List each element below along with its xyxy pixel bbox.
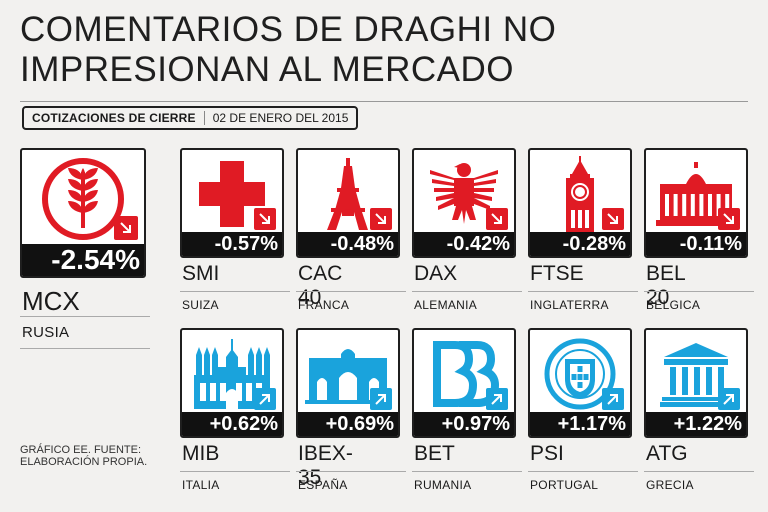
card-divider (528, 291, 638, 292)
index-card-box: -2.54% (20, 148, 146, 278)
greek-temple-icon (646, 330, 746, 418)
country-name: PORTUGAL (530, 478, 599, 492)
change-value: +0.62% (182, 412, 282, 436)
index-name: FTSE (530, 262, 584, 285)
change-value: +0.97% (414, 412, 514, 436)
arrow-down-icon (486, 208, 508, 230)
card-divider-bottom (20, 348, 150, 349)
index-card-box: -0.48% (296, 148, 400, 258)
arrow-up-icon (718, 388, 740, 410)
index-card-box: +0.62% (180, 328, 284, 438)
country-name: INGLATERRA (530, 298, 609, 312)
card-divider (528, 471, 638, 472)
card-divider (644, 291, 754, 292)
title-divider (20, 101, 748, 102)
country-name: RUSIA (22, 324, 70, 341)
index-card-box: -0.11% (644, 148, 748, 258)
index-name: DAX (414, 262, 458, 285)
palace-icon (646, 150, 746, 238)
change-value: -0.42% (414, 232, 514, 256)
index-name: MIB (182, 442, 220, 465)
index-name: SMI (182, 262, 220, 285)
index-name: ATG (646, 442, 688, 465)
card-divider (180, 471, 290, 472)
index-card-box: +0.97% (412, 328, 516, 438)
change-value: -0.48% (298, 232, 398, 256)
change-value: -2.54% (22, 244, 144, 276)
subheader-label: COTIZACIONES DE CIERRE (32, 111, 196, 125)
country-name: RUMANIA (414, 478, 472, 492)
index-card-box: +1.17% (528, 328, 632, 438)
card-divider (180, 291, 290, 292)
country-name: ESPAÑA (298, 478, 348, 492)
country-name: FRANCA (298, 298, 350, 312)
milan-cathedral-icon (182, 330, 282, 418)
arrow-down-icon (602, 208, 624, 230)
card-divider (412, 291, 522, 292)
index-name: BET (414, 442, 455, 465)
big-ben-icon (530, 150, 630, 238)
subheader-separator (203, 111, 205, 125)
change-value: +1.22% (646, 412, 746, 436)
country-name: GRECIA (646, 478, 694, 492)
country-name: BÉLGICA (646, 298, 701, 312)
card-divider (296, 291, 406, 292)
index-card-box: +1.22% (644, 328, 748, 438)
page-title: COMENTARIOS DE DRAGHI NO IMPRESIONAN AL … (20, 10, 557, 89)
change-value: -0.11% (646, 232, 746, 256)
country-name: ALEMANIA (414, 298, 478, 312)
card-divider (20, 316, 150, 317)
arrow-up-icon (370, 388, 392, 410)
change-value: -0.57% (182, 232, 282, 256)
change-value: -0.28% (530, 232, 630, 256)
subheader: COTIZACIONES DE CIERRE 02 DE ENERO DEL 2… (22, 106, 359, 130)
index-name: PSI (530, 442, 564, 465)
index-name: MCX (22, 286, 80, 316)
index-card-box: +0.69% (296, 328, 400, 438)
card-divider (412, 471, 522, 472)
source-note: GRÁFICO EE. FUENTE: ELABORACIÓN PROPIA. (20, 444, 148, 468)
arrow-down-icon (370, 208, 392, 230)
change-value: +1.17% (530, 412, 630, 436)
wheat-icon (22, 150, 144, 248)
eagle-icon (414, 150, 514, 238)
arrow-down-icon (114, 216, 138, 240)
subheader-date: 02 DE ENERO DEL 2015 (212, 111, 349, 125)
country-name: ITALIA (182, 478, 220, 492)
index-card-box: -0.57% (180, 148, 284, 258)
arrow-up-icon (602, 388, 624, 410)
arrow-up-icon (486, 388, 508, 410)
eiffel-tower-icon (298, 150, 398, 238)
arrow-down-icon (254, 208, 276, 230)
arrow-up-icon (254, 388, 276, 410)
country-name: SUIZA (182, 298, 219, 312)
card-divider (644, 471, 754, 472)
swiss-cross-icon (182, 150, 282, 238)
index-card-box: -0.28% (528, 148, 632, 258)
change-value: +0.69% (298, 412, 398, 436)
portugal-shield-icon (530, 330, 630, 418)
arrow-down-icon (718, 208, 740, 230)
index-card-box: -0.42% (412, 148, 516, 258)
card-divider (296, 471, 406, 472)
